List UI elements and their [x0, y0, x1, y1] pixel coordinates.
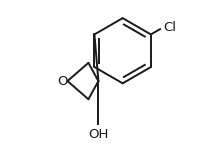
Text: OH: OH: [88, 128, 109, 141]
Text: Cl: Cl: [163, 21, 177, 34]
Text: O: O: [57, 75, 68, 88]
